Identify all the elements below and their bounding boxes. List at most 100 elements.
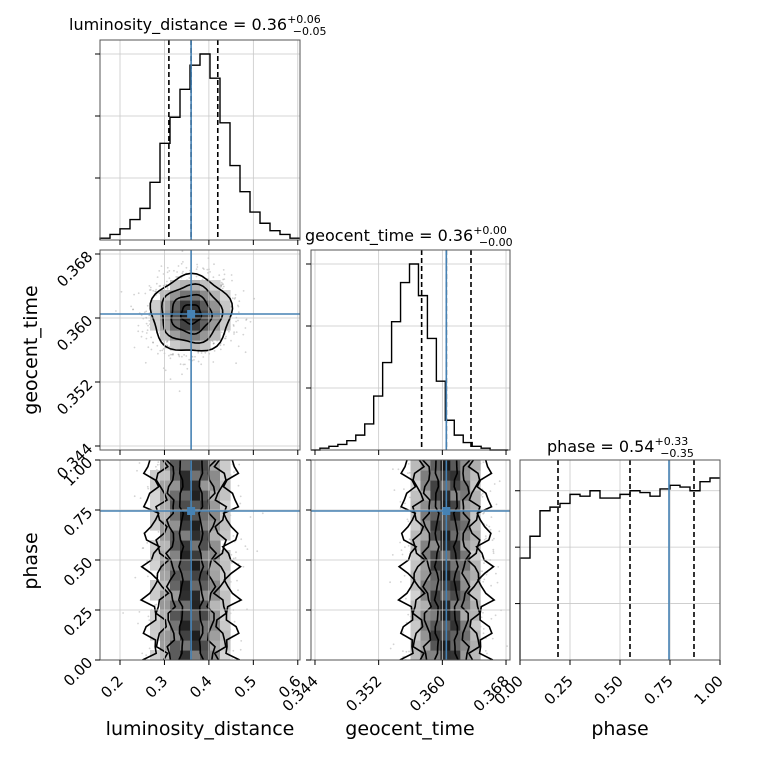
pair-geocent-time-vs-phase-point: [392, 468, 394, 470]
pair-luminosity-distance-vs-phase-density-cell: [190, 640, 201, 651]
title-geocent-time: geocent_time = 0.36+0.00 −0.00: [305, 224, 513, 249]
pair-luminosity-distance-vs-phase-density-cell: [160, 480, 171, 491]
pair-luminosity-distance-vs-geocent-time-point: [253, 297, 256, 300]
pair-luminosity-distance-vs-phase-point: [239, 495, 242, 498]
pair-geocent-time-vs-phase-density-cell: [410, 540, 421, 551]
pair-luminosity-distance-vs-geocent-time-point: [212, 342, 215, 345]
pair-luminosity-distance-vs-geocent-time-density-cell: [210, 330, 221, 341]
pair-geocent-time-vs-phase-density-cell: [470, 540, 481, 551]
pair-geocent-time-vs-phase-density-cell: [430, 520, 441, 531]
pair-luminosity-distance-vs-geocent-time-point: [152, 289, 155, 292]
pair-luminosity-distance-vs-geocent-time-density-cell: [210, 310, 221, 321]
pair-luminosity-distance-vs-phase-density-cell: [220, 580, 231, 591]
pair-luminosity-distance-vs-geocent-time-point: [234, 293, 237, 296]
pair-luminosity-distance-vs-geocent-time-point: [137, 330, 140, 333]
pair-luminosity-distance-vs-phase-point: [122, 612, 124, 614]
pair-luminosity-distance-vs-geocent-time-point: [168, 354, 170, 357]
pair-luminosity-distance-vs-phase-density-cell: [160, 560, 171, 571]
pair-luminosity-distance-vs-geocent-time-point: [232, 325, 235, 327]
pair-geocent-time-vs-phase-density-cell: [450, 510, 461, 521]
pair-geocent-time-vs-phase-point: [481, 492, 484, 495]
pair-luminosity-distance-vs-geocent-time-point: [147, 346, 150, 349]
pair-geocent-time-vs-phase-point: [483, 538, 486, 541]
pair-luminosity-distance-vs-phase-xticklabel-2: 0.4: [186, 672, 216, 702]
pair-geocent-time-vs-phase-density-cell: [470, 570, 481, 581]
pair-luminosity-distance-vs-geocent-time-point: [207, 272, 209, 274]
pair-luminosity-distance-vs-geocent-time-point: [213, 350, 216, 352]
pair-luminosity-distance-vs-phase-density-cell: [180, 460, 191, 471]
pair-geocent-time-vs-phase-point: [490, 516, 493, 518]
hist-phase-xticklabel-1: 0.25: [540, 672, 576, 708]
pair-luminosity-distance-vs-geocent-time-point: [158, 292, 161, 295]
pair-luminosity-distance-vs-geocent-time-point: [222, 269, 225, 271]
pair-luminosity-distance-vs-geocent-time-point: [120, 290, 123, 293]
pair-luminosity-distance-vs-phase-point: [234, 557, 237, 559]
pair-luminosity-distance-vs-geocent-time-point: [146, 304, 149, 307]
pair-luminosity-distance-vs-phase-point: [244, 545, 247, 548]
pair-luminosity-distance-vs-phase-density-cell: [170, 610, 181, 621]
pair-luminosity-distance-vs-geocent-time-point: [242, 333, 245, 336]
pair-luminosity-distance-vs-phase-point: [156, 463, 159, 466]
pair-geocent-time-vs-phase-point: [401, 553, 404, 556]
pair-geocent-time-vs-phase-density-cell: [420, 590, 431, 601]
pair-geocent-time-vs-phase-point: [486, 652, 488, 655]
pair-luminosity-distance-vs-geocent-time-point: [166, 286, 169, 289]
pair-geocent-time-vs-phase-point: [491, 539, 494, 542]
pair-geocent-time-vs-phase-point: [492, 550, 495, 553]
pair-geocent-time-vs-phase-point: [405, 597, 407, 600]
pair-geocent-time-vs-phase-density-cell: [460, 490, 471, 501]
hist-luminosity-distance: [95, 39, 301, 245]
pair-geocent-time-vs-phase-density-cell: [460, 640, 471, 651]
pair-geocent-time-vs-phase-density-cell: [420, 570, 431, 581]
pair-geocent-time-vs-phase-point: [407, 463, 410, 465]
pair-geocent-time-vs-phase-point: [493, 537, 495, 540]
pair-luminosity-distance-vs-geocent-time-point: [221, 287, 224, 290]
hist-luminosity-distance-steps: [99, 53, 300, 240]
pair-luminosity-distance-vs-phase-density-cell: [190, 460, 201, 471]
pair-luminosity-distance-vs-phase-density-cell: [170, 470, 181, 481]
pair-luminosity-distance-vs-phase-density-cell: [220, 490, 231, 501]
pair-geocent-time-vs-phase-density-cell: [470, 590, 481, 601]
pair-luminosity-distance-vs-phase-point: [138, 611, 141, 613]
pair-luminosity-distance-vs-geocent-time-point: [224, 337, 227, 340]
pair-luminosity-distance-vs-phase-density-cell: [150, 480, 161, 491]
pair-luminosity-distance-vs-phase-point: [154, 604, 156, 607]
pair-luminosity-distance-vs-geocent-time-point: [222, 285, 225, 288]
pair-geocent-time-vs-phase-density-cell: [430, 640, 441, 651]
pair-luminosity-distance-vs-phase-density-cell: [210, 560, 221, 571]
panels: 0.00 0.25 0.50 0.75 1.000.3440.3520.3600.368…: [53, 39, 727, 715]
pair-geocent-time-vs-phase-density-cell: [450, 480, 461, 491]
pair-geocent-time-vs-phase-point: [497, 566, 500, 568]
pair-luminosity-distance-vs-phase-density-cell: [160, 460, 171, 471]
pair-geocent-time-vs-phase-point: [482, 632, 485, 635]
pair-luminosity-distance-vs-geocent-time-point: [220, 331, 223, 334]
pair-luminosity-distance-vs-phase-density-cell: [160, 630, 171, 641]
pair-luminosity-distance-vs-phase-density-cell: [160, 550, 171, 561]
pair-luminosity-distance-vs-geocent-time-point: [203, 268, 205, 270]
pair-luminosity-distance-vs-phase-density-cell: [160, 640, 171, 651]
pair-luminosity-distance-vs-phase-point: [141, 547, 144, 549]
pair-luminosity-distance-vs-geocent-time-point: [220, 285, 223, 288]
pair-luminosity-distance-vs-geocent-time-point: [130, 305, 133, 308]
pair-geocent-time-vs-phase-point: [480, 616, 483, 619]
pair-luminosity-distance-vs-phase-density-cell: [190, 590, 201, 601]
hist-geocent-time-border: [310, 249, 511, 451]
pair-luminosity-distance-vs-phase-point: [230, 562, 233, 564]
pair-luminosity-distance-vs-geocent-time-point: [148, 319, 151, 322]
pair-luminosity-distance-vs-geocent-time-point: [237, 304, 239, 307]
pair-luminosity-distance-vs-geocent-time-point: [166, 280, 168, 283]
pair-luminosity-distance-vs-phase-density-cell: [170, 560, 181, 571]
pair-luminosity-distance-vs-geocent-time-point: [223, 273, 226, 276]
pair-luminosity-distance-vs-phase-point: [146, 542, 149, 544]
pair-luminosity-distance-vs-phase-density-cell: [220, 650, 231, 660]
pair-luminosity-distance-vs-phase-density-cell: [220, 550, 231, 561]
pair-luminosity-distance-vs-phase-density-cell: [170, 570, 181, 581]
pair-geocent-time-vs-phase-density-cell: [460, 500, 471, 511]
pair-luminosity-distance-vs-phase-density-cell: [150, 650, 161, 660]
pair-luminosity-distance-vs-phase-point: [236, 579, 238, 582]
pair-geocent-time-vs-phase-density-cell: [450, 540, 461, 551]
pair-luminosity-distance-vs-geocent-time-point: [182, 270, 184, 273]
xlabel-geocent-time: geocent_time: [345, 718, 474, 740]
pair-luminosity-distance-vs-phase-density-cell: [200, 530, 211, 541]
pair-luminosity-distance-vs-geocent-time-point: [178, 354, 180, 356]
